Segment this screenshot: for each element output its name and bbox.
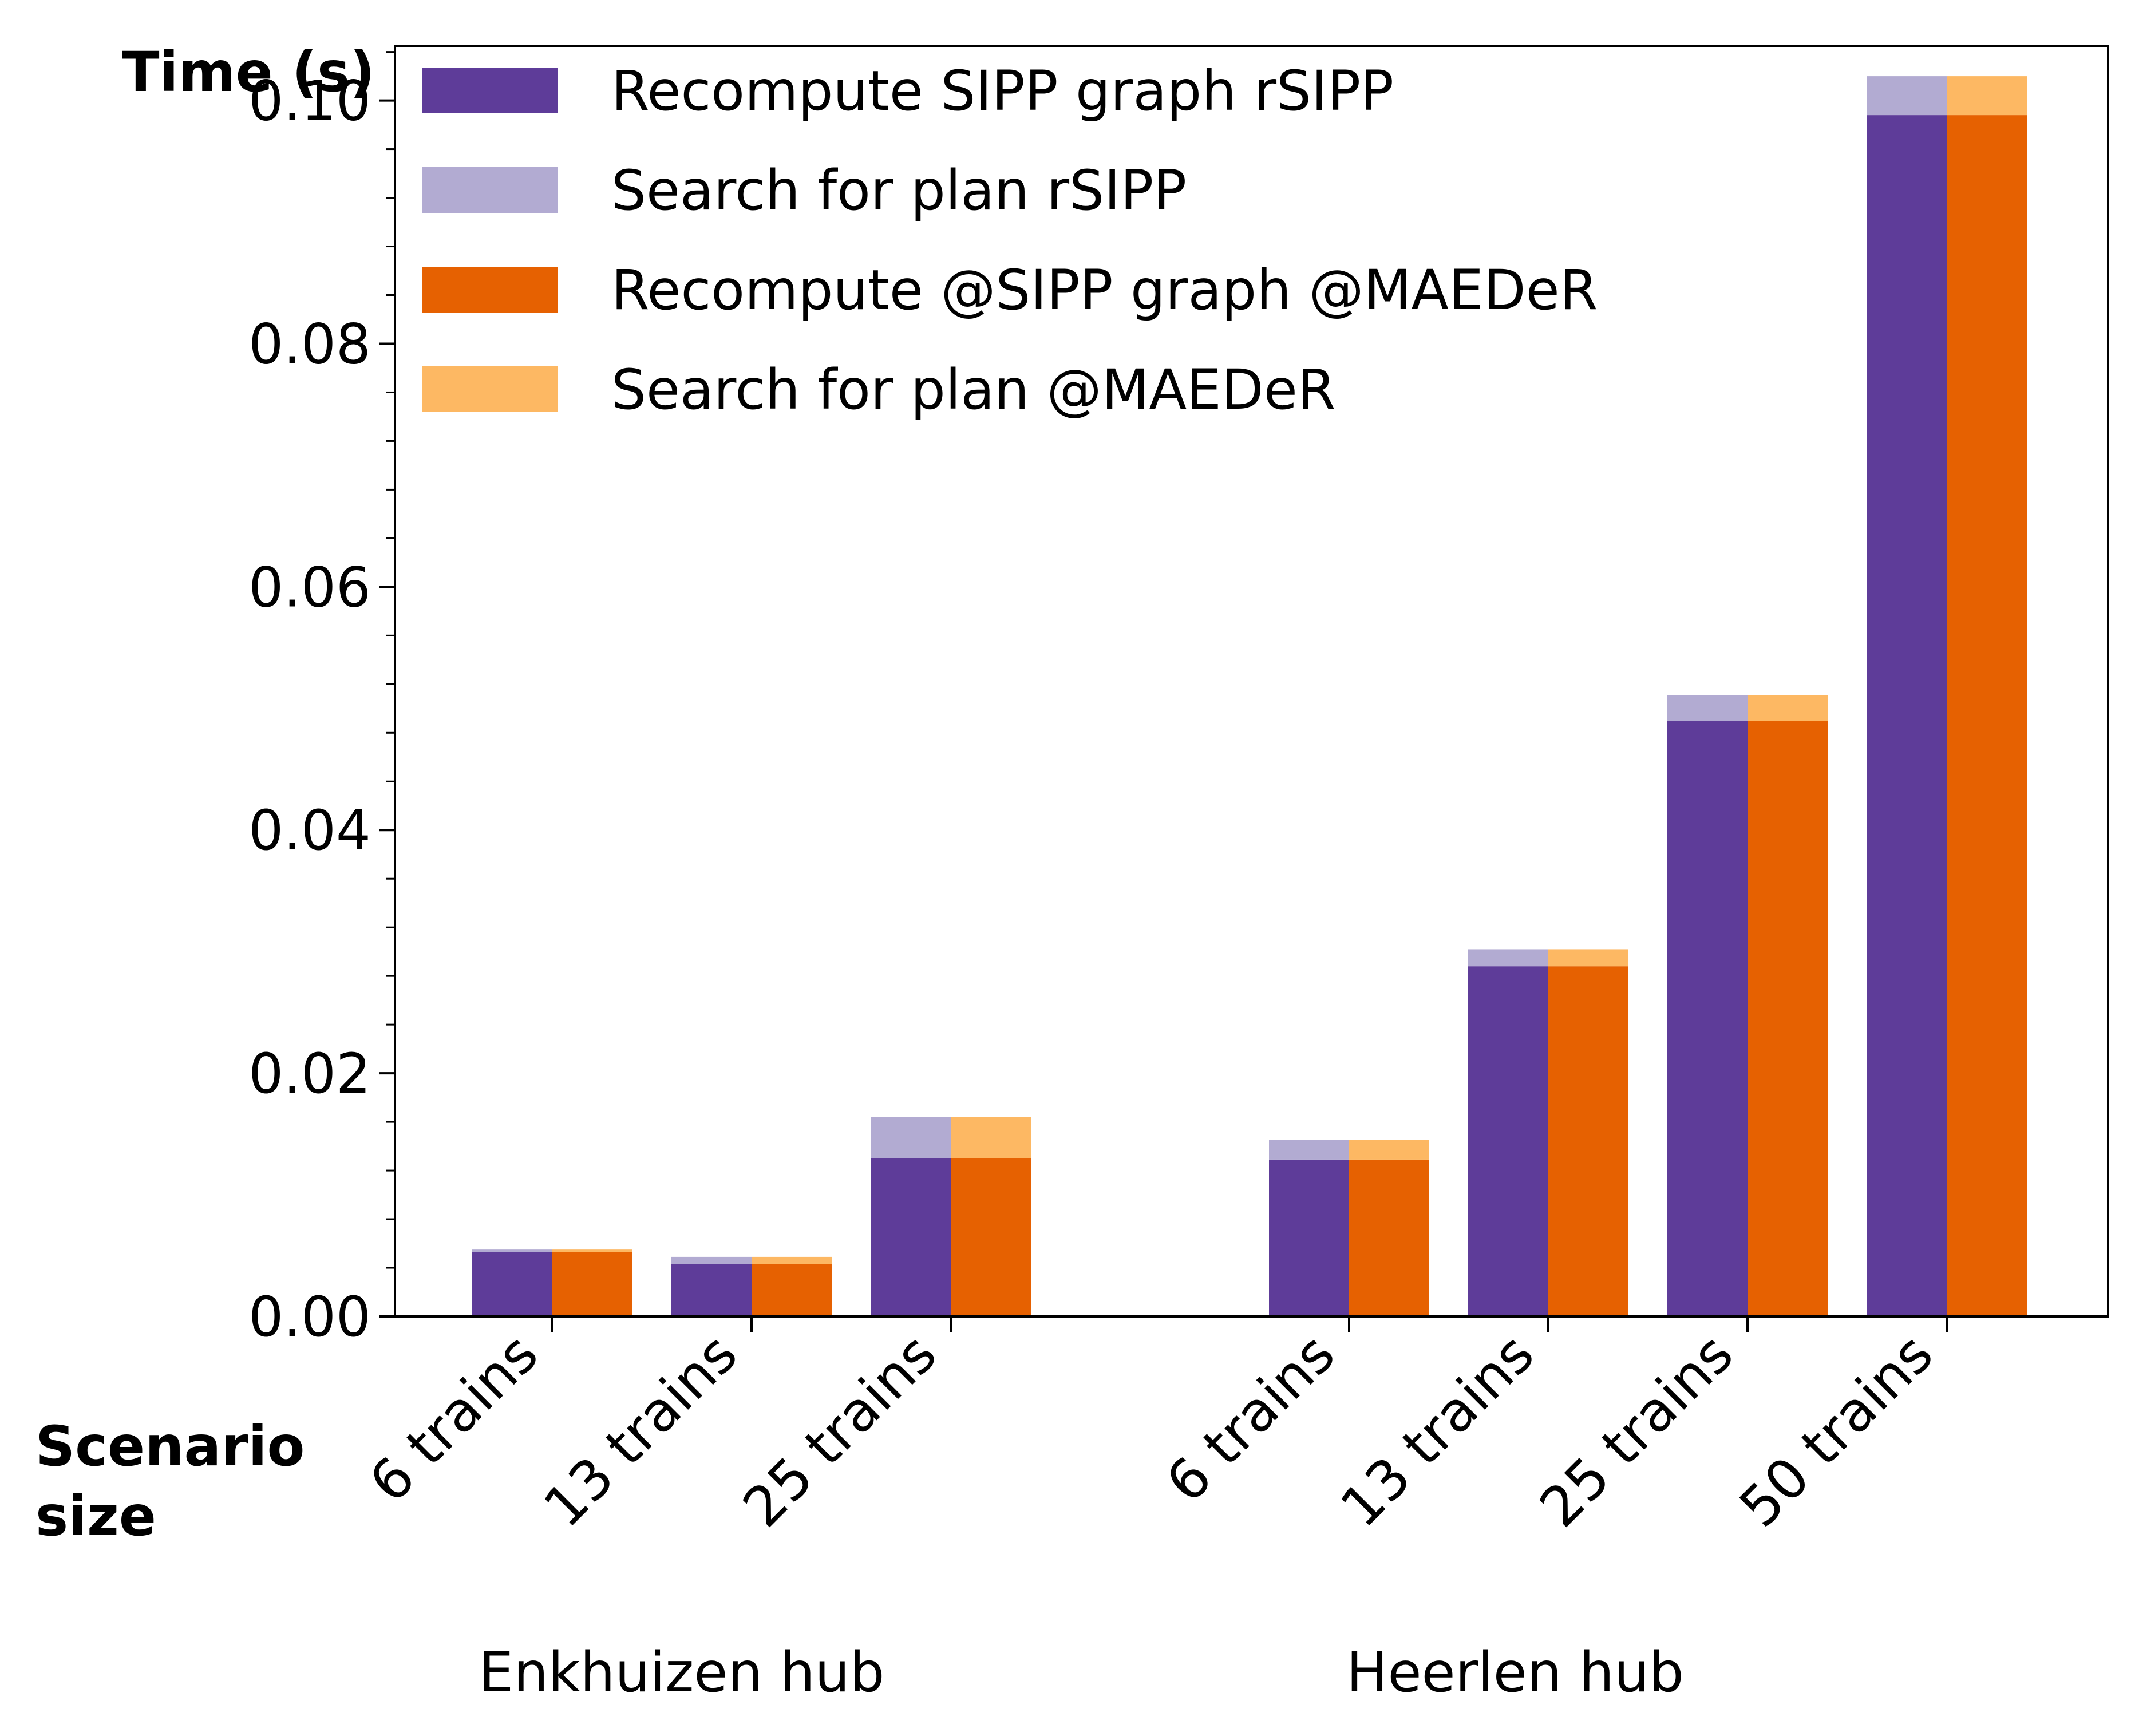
bar-rsipp-recompute [1468,966,1548,1316]
group-label-heerlen: Heerlen hub [1346,1640,1684,1705]
y-tick-label: 0.08 [248,312,371,376]
bar-maeder-search [552,1249,632,1252]
bar-rsipp-recompute [472,1252,552,1316]
legend-swatch [422,267,558,313]
bar-maeder-recompute [1748,721,1828,1316]
bar-rsipp-recompute [871,1158,951,1316]
bar-rsipp-recompute [1867,115,1947,1317]
y-tick-label: 0.00 [248,1285,371,1349]
y-axis-title: Time (s) [122,40,375,104]
bar-maeder-recompute [1349,1159,1429,1316]
legend-label: Search for plan rSIPP [611,159,1187,223]
y-tick-label: 0.02 [248,1042,371,1106]
bar-rsipp-search [1867,76,1947,116]
bar-rsipp-search [671,1256,752,1264]
x-tick-label: 13 trains [1329,1322,1547,1540]
bar-maeder-search [1349,1140,1429,1160]
plot-frame [394,45,2109,1318]
bar-maeder-search [1947,76,2027,116]
y-tick-label: 0.10 [248,69,371,133]
legend-label: Search for plan @MAEDeR [611,358,1335,422]
bar-rsipp-search [871,1117,951,1158]
bar-maeder-recompute [1947,115,2027,1317]
bar-rsipp-search [1667,695,1748,721]
legend-swatch [422,366,558,412]
x-tick-label: 13 trains [532,1322,750,1540]
x-tick-label: 50 trains [1727,1322,1946,1540]
x-tick-label: 25 trains [1528,1322,1746,1540]
bar-rsipp-recompute [1269,1159,1349,1316]
x-axis-title: Scenario size [35,1414,305,1548]
bar-rsipp-search [1468,949,1548,967]
bar-maeder-search [752,1256,832,1264]
x-axis-title-line: size [35,1484,156,1548]
legend-swatch [422,167,558,213]
y-tick-label: 0.06 [248,555,371,619]
bar-maeder-recompute [552,1252,632,1316]
bar-rsipp-search [1269,1140,1349,1160]
bar-maeder-search [951,1117,1031,1158]
bar-rsipp-search [472,1249,552,1252]
bars-layer [472,76,2027,1317]
x-tick-label: 6 trains [1154,1322,1347,1514]
x-tick-label: 6 trains [357,1322,550,1514]
legend-label: Recompute SIPP graph rSIPP [611,59,1394,123]
bar-rsipp-recompute [671,1264,752,1316]
y-tick-label: 0.04 [248,798,371,863]
bar-maeder-search [1748,695,1828,721]
bar-rsipp-recompute [1667,721,1748,1316]
bar-maeder-recompute [752,1264,832,1316]
legend-label: Recompute @SIPP graph @MAEDeR [611,258,1598,322]
group-label-enkhuizen: Enkhuizen hub [479,1640,885,1705]
x-axis-title-line: Scenario [35,1414,305,1478]
bar-maeder-recompute [1548,966,1628,1316]
x-tick-label: 25 trains [731,1322,949,1540]
legend-swatch [422,68,558,113]
bar-maeder-search [1548,949,1628,967]
legend: Recompute SIPP graph rSIPP Search for pla… [422,59,1598,422]
bar-maeder-recompute [951,1158,1031,1316]
